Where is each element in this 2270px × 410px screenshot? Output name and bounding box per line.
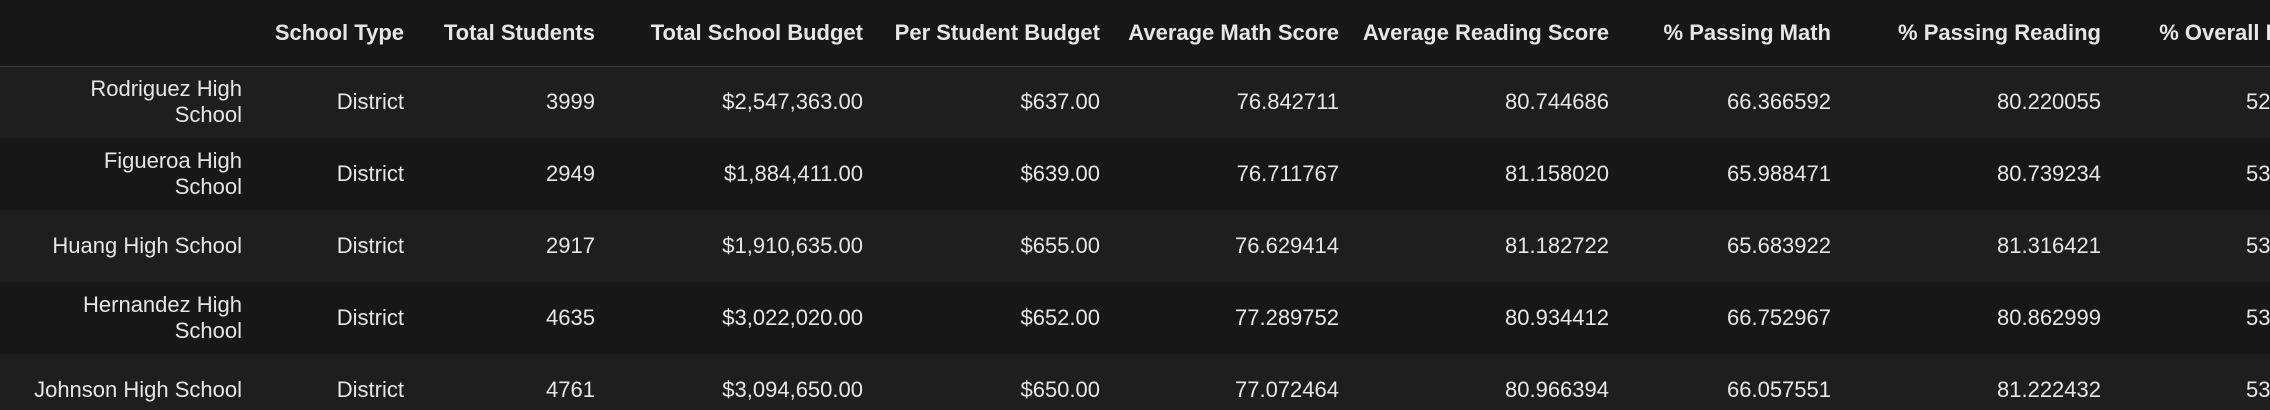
cell-total-budget: $3,022,020.00: [722, 305, 863, 330]
cell-pct-reading: 80.739234: [1997, 161, 2101, 186]
school-name: Huang High School: [52, 233, 242, 258]
cell-total-budget: $1,884,411.00: [723, 161, 863, 186]
index-header: [0, 0, 252, 67]
cell-school-type: District: [336, 161, 404, 186]
cell-pct-reading: 81.222432: [1997, 377, 2101, 402]
cell-pct-reading: 80.862999: [1997, 305, 2101, 330]
cell-avg-reading: 80.934412: [1505, 305, 1609, 330]
header-total-students: Total Students: [414, 0, 605, 67]
row-index-cell: Huang High School: [0, 210, 252, 282]
cell-pct-math: 66.057551: [1727, 377, 1831, 402]
cell-per-student-budget: $637.00: [1020, 89, 1100, 115]
cell-total-students: 3999: [546, 89, 595, 115]
cell-school-type: District: [336, 89, 404, 115]
cell-avg-math: 77.289752: [1235, 305, 1339, 330]
cell-pct-overall: 53.204476: [2246, 161, 2270, 186]
school-name: Rodriguez High School: [90, 76, 242, 128]
cell-total-budget: $3,094,650.00: [722, 377, 863, 402]
cell-pct-reading: 80.220055: [1997, 89, 2101, 115]
table-row: Figueroa High School District 2949 $1,88…: [0, 138, 2270, 210]
cell-per-student-budget: $655.00: [1020, 233, 1100, 258]
header-avg-math: Average Math Score: [1110, 0, 1349, 67]
row-index-cell: Johnson High School: [0, 354, 252, 410]
cell-total-students: 4761: [546, 377, 595, 402]
cell-pct-overall: 53.527508: [2246, 305, 2270, 330]
cell-pct-overall: 53.539172: [2246, 377, 2270, 402]
cell-total-students: 2949: [546, 161, 595, 186]
row-index-cell: Hernandez High School: [0, 282, 252, 354]
row-index-cell: Figueroa High School: [0, 138, 252, 210]
school-name: Johnson High School: [34, 377, 242, 402]
cell-per-student-budget: $650.00: [1020, 377, 1100, 402]
table-header: School Type Total Students Total School …: [0, 0, 2270, 67]
cell-pct-math: 66.366592: [1727, 89, 1831, 115]
cell-avg-math: 76.842711: [1236, 89, 1339, 115]
header-avg-reading: Average Reading Score: [1349, 0, 1619, 67]
header-pct-overall: % Overall Passing: [2111, 0, 2270, 67]
cell-school-type: District: [336, 377, 404, 402]
cell-total-students: 4635: [546, 305, 595, 330]
cell-avg-math: 76.629414: [1235, 233, 1339, 258]
school-name: Hernandez High School: [83, 292, 242, 343]
cell-avg-reading: 80.966394: [1505, 377, 1609, 402]
row-index-cell: Rodriguez High School: [0, 66, 252, 138]
cell-total-budget: $2,547,363.00: [722, 89, 863, 115]
cell-avg-reading: 81.158020: [1505, 161, 1609, 186]
cell-pct-overall: 53.513884: [2246, 233, 2270, 258]
table-row: Hernandez High School District 4635 $3,0…: [0, 282, 2270, 354]
header-total-budget: Total School Budget: [605, 0, 873, 67]
cell-school-type: District: [336, 305, 404, 330]
cell-school-type: District: [336, 233, 404, 258]
cell-avg-reading: 80.744686: [1505, 89, 1609, 115]
cell-per-student-budget: $652.00: [1020, 305, 1100, 330]
header-per-student-budget: Per Student Budget: [873, 0, 1110, 67]
cell-pct-overall: 52.988247: [2246, 89, 2270, 115]
cell-avg-reading: 81.182722: [1505, 233, 1609, 258]
cell-pct-math: 65.988471: [1727, 161, 1831, 186]
header-pct-reading: % Passing Reading: [1841, 0, 2111, 67]
header-row: School Type Total Students Total School …: [0, 0, 2270, 67]
table-row: Johnson High School District 4761 $3,094…: [0, 354, 2270, 410]
school-name: Figueroa High School: [103, 148, 242, 199]
cell-total-students: 2917: [546, 233, 595, 258]
cell-pct-math: 65.683922: [1727, 233, 1831, 258]
cell-pct-reading: 81.316421: [1997, 233, 2101, 258]
header-school-type: School Type: [252, 0, 414, 67]
cell-avg-math: 76.711767: [1236, 161, 1339, 186]
table-row: Rodriguez High School District 3999 $2,5…: [0, 66, 2270, 138]
cell-per-student-budget: $639.00: [1020, 161, 1100, 186]
table-row: Huang High School District 2917 $1,910,6…: [0, 210, 2270, 282]
cell-avg-math: 77.072464: [1235, 377, 1339, 402]
table-body: Rodriguez High School District 3999 $2,5…: [0, 66, 2270, 410]
cell-pct-math: 66.752967: [1727, 305, 1831, 330]
cell-total-budget: $1,910,635.00: [722, 233, 863, 258]
header-pct-math: % Passing Math: [1619, 0, 1841, 67]
